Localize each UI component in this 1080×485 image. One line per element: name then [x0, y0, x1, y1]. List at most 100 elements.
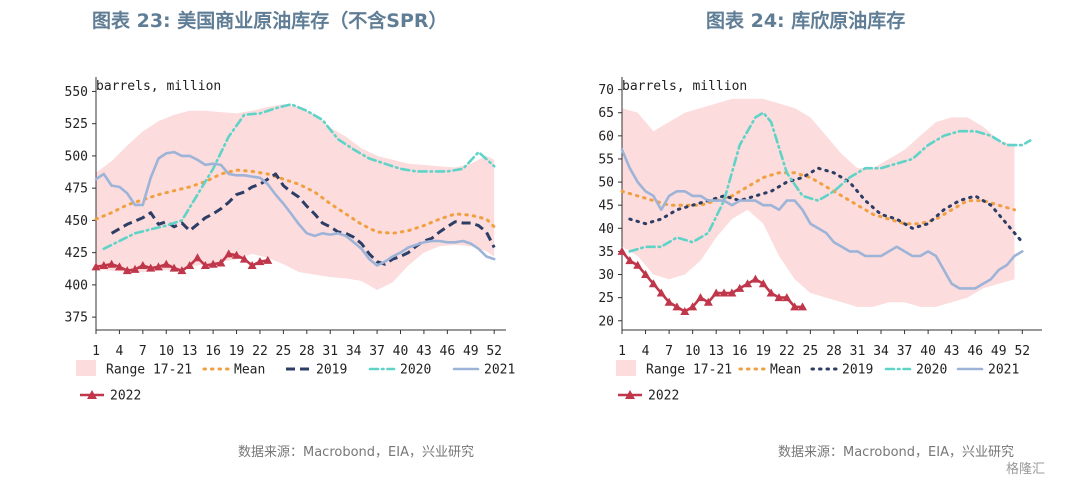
x-tick-label: 25: [276, 344, 292, 359]
unit-label: barrels, million: [622, 79, 747, 94]
x-tick-label: 34: [873, 344, 889, 359]
series-line-2021: [94, 150, 496, 267]
y-tick-label: 475: [65, 182, 88, 197]
series-marker-2022: [672, 302, 682, 311]
chart-title-right: 图表 24: 库欣原油库存: [706, 10, 906, 32]
legend-item-range: Range 17-21: [616, 360, 732, 378]
y-tick-label: 65: [598, 106, 614, 121]
series-marker-2022: [177, 266, 187, 275]
series-line-2019: [628, 166, 1024, 244]
x-tick-label: 16: [205, 344, 221, 359]
x-tick-label: 7: [139, 344, 147, 359]
series-marker-2022: [239, 254, 249, 263]
series-marker-2022: [169, 263, 179, 272]
legend-label-y2019: 2019: [842, 363, 873, 378]
x-tick-label: 10: [685, 344, 701, 359]
legend-label-y2022: 2022: [110, 389, 141, 404]
series-marker-2022: [107, 259, 117, 268]
series-marker-2022: [114, 262, 124, 271]
legend-swatch-range: [76, 360, 96, 376]
x-tick-label: 46: [440, 344, 456, 359]
x-tick-label: 1: [92, 344, 100, 359]
y-tick-label: 55: [598, 152, 614, 167]
legend-label-y2021: 2021: [988, 363, 1019, 378]
legend-swatch-range: [616, 360, 636, 376]
series-marker-2022: [99, 261, 109, 270]
x-tick-label: 10: [158, 344, 174, 359]
x-tick-label: 31: [322, 344, 338, 359]
legend-label-range: Range 17-21: [646, 363, 732, 378]
series-marker-2022: [695, 293, 705, 302]
series-marker-2022: [774, 293, 784, 302]
series-marker-2022: [122, 266, 132, 275]
source-note-left: 数据来源：Macrobond，EIA，兴业研究: [238, 445, 474, 460]
series-line-2020: [628, 111, 1032, 253]
x-tick-label: 52: [486, 344, 502, 359]
chart-title-left: 图表 23: 美国商业原油库存（不含SPR）: [92, 10, 448, 32]
series-marker-2022: [680, 307, 690, 316]
series-marker-2022: [703, 297, 713, 306]
series-marker-2022: [263, 255, 273, 264]
x-tick-label: 40: [393, 344, 409, 359]
x-tick-label: 4: [116, 344, 124, 359]
series-marker-2022: [617, 246, 627, 255]
series-marker-2022: [766, 288, 776, 297]
x-tick-label: 46: [967, 344, 983, 359]
x-tick-label: 31: [850, 344, 866, 359]
legend-label-y2021: 2021: [484, 363, 515, 378]
chart-right: 20 25 30 35 40 45 50 55 60 65 70 1 4 7 10 13 16 19 22 25 28 3…: [598, 77, 1042, 404]
series-marker-2022: [758, 279, 768, 288]
series-marker-2022: [727, 288, 737, 297]
series-marker-2022: [641, 270, 651, 279]
series-marker-2022: [130, 264, 140, 273]
x-tick-label: 28: [826, 344, 842, 359]
series-marker-2022: [656, 288, 666, 297]
series-marker-2022: [247, 261, 257, 270]
y-tick-label: 500: [65, 149, 88, 164]
y-tick-label: 40: [598, 222, 614, 237]
x-tick-label: 49: [991, 344, 1007, 359]
y-tick-label: 30: [598, 268, 614, 283]
x-tick-label: 28: [299, 344, 315, 359]
y-tick-label: 70: [598, 83, 614, 98]
x-tick-label: 25: [803, 344, 819, 359]
y-tick-label: 525: [65, 117, 88, 132]
series-marker-2022: [216, 258, 226, 267]
y-tick-label: 450: [65, 214, 88, 229]
unit-label: barrels, million: [96, 79, 221, 94]
x-tick-label: 13: [182, 344, 198, 359]
x-tick-label: 49: [463, 344, 479, 359]
series-marker-2022: [91, 262, 101, 271]
x-tick-label: 1: [618, 344, 626, 359]
series-marker-2022: [648, 279, 658, 288]
series-marker-2022: [711, 288, 721, 297]
legend-label-y2020: 2020: [916, 363, 947, 378]
legend-label-y2020: 2020: [400, 363, 431, 378]
series-marker-2022: [664, 297, 674, 306]
legend-item-y2021: 2021: [956, 363, 1019, 378]
series-marker-2022: [625, 256, 635, 265]
x-tick-label: 19: [229, 344, 245, 359]
x-tick-label: 37: [897, 344, 913, 359]
y-tick-label: 425: [65, 246, 88, 261]
y-tick-label: 60: [598, 129, 614, 144]
series-marker-2022: [798, 302, 808, 311]
y-tick-label: 50: [598, 176, 614, 191]
x-tick-label: 43: [416, 344, 432, 359]
watermark-text: 格隆汇: [1006, 462, 1046, 477]
y-tick-label: 35: [598, 245, 614, 260]
chart-left: 375 400 425 450 475 500 525 550 1 4 7 10 13 16 19 22 25 2…: [65, 77, 515, 404]
legend-label-y2022: 2022: [648, 389, 679, 404]
series-marker-2022: [161, 259, 171, 268]
y-tick-label: 400: [65, 278, 88, 293]
legend-item-y2020: 2020: [884, 363, 947, 378]
series-marker-2022: [743, 279, 753, 288]
x-tick-label: 4: [642, 344, 650, 359]
x-tick-label: 19: [755, 344, 771, 359]
legend-item-y2022: 2022: [618, 389, 679, 404]
series-line-2019: [110, 172, 496, 266]
series-marker-2022: [232, 250, 242, 259]
legend-item-y2019: 2019: [286, 363, 347, 378]
legend-marker-y2022: [625, 390, 635, 399]
